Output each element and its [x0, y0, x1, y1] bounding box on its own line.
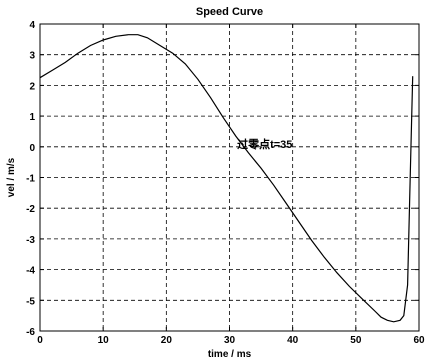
grid-lines	[40, 24, 419, 331]
chart-title: Speed Curve	[196, 6, 263, 18]
x-tick-label: 50	[350, 335, 362, 346]
x-axis-label: time / ms	[208, 349, 252, 360]
y-tick-label: -5	[26, 296, 35, 307]
y-tick-label: 0	[29, 143, 35, 154]
x-tick-label: 40	[287, 335, 299, 346]
y-tick-label: -2	[26, 204, 35, 215]
y-tick-label: 4	[29, 20, 35, 31]
y-tick-label: 3	[29, 51, 35, 62]
zero-crossing-annotation: 过零点t=35	[237, 137, 292, 151]
y-tick-label: 2	[29, 81, 35, 92]
x-tick-label: 30	[224, 335, 236, 346]
y-tick-label: -1	[26, 174, 35, 185]
x-tick-label: 20	[161, 335, 173, 346]
y-tick-label: -3	[26, 235, 35, 246]
x-tick-label: 10	[98, 335, 110, 346]
y-tick-label: -4	[26, 266, 35, 277]
x-ticks: 0 10 20 30 40 50 60	[37, 24, 425, 346]
y-ticks: 4 3 2 1 0 -1 -2 -3 -4 -5 -6	[26, 20, 419, 338]
y-tick-label: -6	[26, 327, 35, 338]
x-tick-label: 60	[413, 335, 425, 346]
x-tick-label: 0	[37, 335, 43, 346]
y-axis-label: vel / m/s	[6, 157, 17, 197]
series-line-speed	[39, 34, 414, 323]
y-tick-label: 1	[29, 112, 35, 123]
